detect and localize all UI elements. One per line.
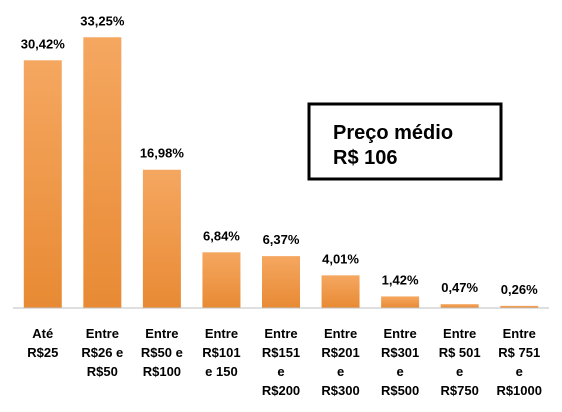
value-label: 33,25% (80, 13, 125, 28)
x-tick-label: e 150 (205, 364, 238, 379)
x-tick-label: R$101 (202, 345, 240, 360)
x-tick-label: Entre (503, 326, 536, 341)
x-tick-label: Entre (383, 326, 416, 341)
x-tick-label: R$151 (262, 345, 300, 360)
x-tick-label: R$25 (27, 345, 58, 360)
x-tick-label: e (277, 364, 284, 379)
x-tick-label: R$301 (381, 345, 419, 360)
value-label: 1,42% (382, 272, 419, 287)
bar (202, 252, 241, 308)
x-tick-label: R$1000 (496, 383, 542, 398)
bar (321, 275, 360, 308)
bar (500, 305, 539, 308)
x-tick-label: R$ 751 (498, 345, 540, 360)
value-label: 0,47% (441, 280, 478, 295)
x-tick-label: Entre (86, 326, 119, 341)
annotation-box (307, 102, 503, 181)
bar (440, 304, 479, 308)
value-label: 16,98% (140, 146, 185, 161)
x-tick-label: Entre (145, 326, 178, 341)
x-tick-label: R$300 (321, 383, 359, 398)
x-tick-label: e (396, 364, 403, 379)
x-tick-label: R$50 (87, 364, 118, 379)
value-label: 4,01% (322, 251, 359, 266)
x-tick-label: R$201 (321, 345, 359, 360)
x-tick-label: R$50 e (141, 345, 183, 360)
value-label: 6,37% (263, 232, 300, 247)
bar (262, 256, 300, 308)
value-label: 0,26% (501, 282, 538, 297)
bar (23, 60, 62, 309)
x-tick-label: Entre (264, 326, 297, 341)
x-tick-label: e (516, 364, 523, 379)
x-tick-label: R$500 (381, 383, 419, 398)
value-label: 6,84% (203, 228, 240, 243)
annotation-line: R$ 106 (333, 147, 398, 169)
bar (142, 169, 181, 308)
x-tick-label: R$200 (262, 383, 300, 398)
x-tick-label: Entre (324, 326, 357, 341)
x-tick-label: e (456, 364, 463, 379)
x-tick-label: Entre (443, 326, 476, 341)
x-tick-label: R$ 501 (439, 345, 481, 360)
bar (381, 296, 420, 308)
x-tick-label: R$750 (441, 383, 479, 398)
x-tick-label: Entre (205, 326, 238, 341)
x-tick-label: Até (32, 326, 53, 341)
x-tick-label: R$26 e (81, 345, 123, 360)
bar (83, 37, 122, 308)
x-tick-label: R$100 (143, 364, 181, 379)
x-tick-label: e (337, 364, 344, 379)
value-label: 30,42% (21, 36, 66, 51)
annotation-line: Preço médio (333, 122, 453, 144)
